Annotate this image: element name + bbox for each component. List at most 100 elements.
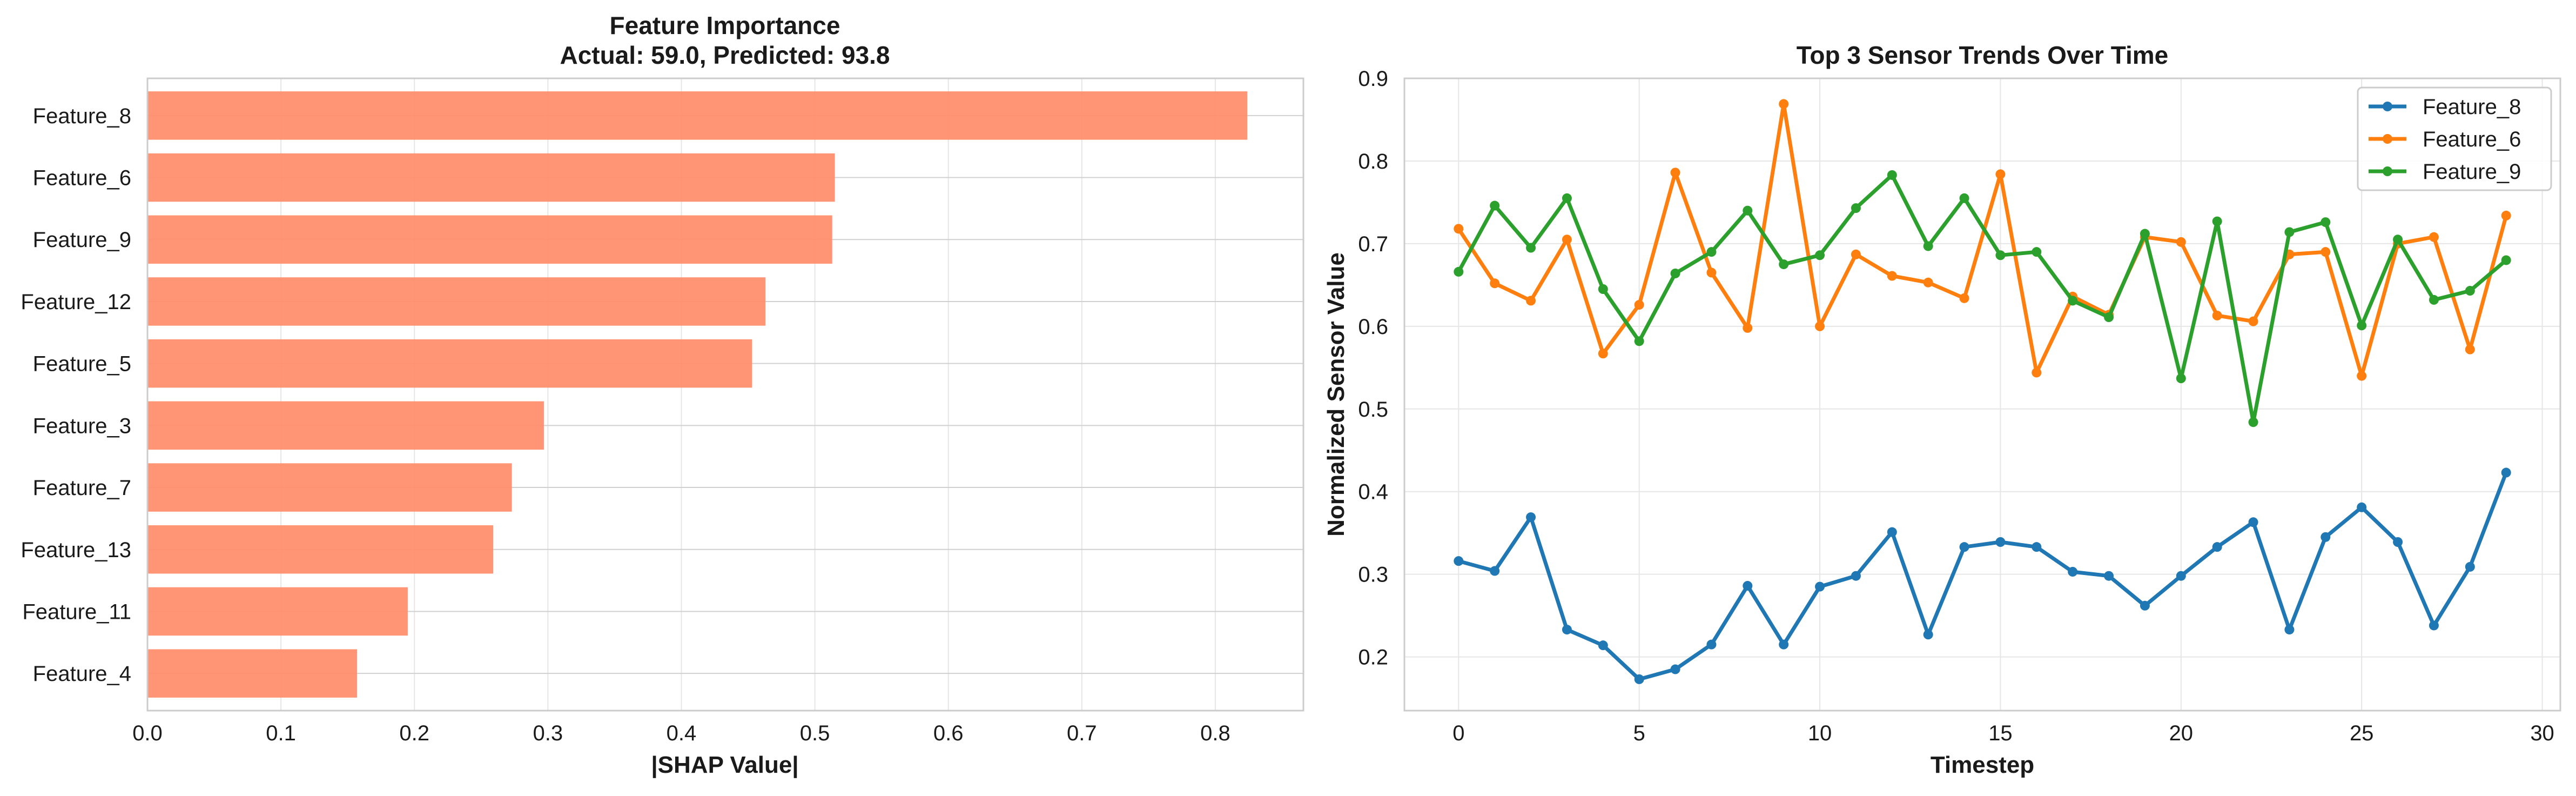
data-point <box>1851 203 1861 213</box>
data-point <box>1815 581 1825 592</box>
x-tick-label: 0 <box>1452 721 1464 745</box>
legend-label: Feature_9 <box>2423 160 2521 184</box>
data-point <box>1887 170 1897 180</box>
left-plot-frame <box>146 77 1304 712</box>
data-point <box>1959 293 1969 303</box>
data-point <box>2393 537 2403 547</box>
bar-group <box>147 91 1248 698</box>
data-point <box>1562 625 1572 635</box>
data-point <box>2248 517 2258 527</box>
data-point <box>1959 193 1969 203</box>
bar-feature-3 <box>147 401 544 450</box>
data-point <box>2212 542 2222 552</box>
category-label: Feature_7 <box>33 476 131 500</box>
data-point <box>1598 284 1608 294</box>
bar-feature-8 <box>147 91 1248 140</box>
x-tick-label: 0.5 <box>800 721 830 745</box>
data-point <box>1706 267 1717 278</box>
legend-label: Feature_8 <box>2423 95 2521 119</box>
data-point <box>2429 295 2439 305</box>
x-tick-label: 0.6 <box>933 721 964 745</box>
data-point <box>1779 639 1789 650</box>
data-point <box>1454 224 1464 234</box>
data-point <box>1670 664 1680 674</box>
data-point <box>2501 255 2511 265</box>
data-point <box>2032 542 2042 552</box>
data-point <box>2357 320 2367 331</box>
data-point <box>1887 271 1897 281</box>
category-label: Feature_12 <box>21 290 131 314</box>
data-point <box>1923 241 1933 251</box>
data-point <box>2068 296 2078 306</box>
y-tick-label: 0.4 <box>1358 480 1388 504</box>
data-point <box>2321 217 2331 228</box>
category-label: Feature_6 <box>33 166 131 190</box>
data-point <box>1490 566 1500 576</box>
series-lines <box>1454 99 2511 684</box>
x-tick-label: 0.0 <box>132 721 163 745</box>
left-category-labels: Feature_8 Feature_6 Feature_9 Feature_12 Fea… <box>21 104 131 686</box>
data-point <box>1995 250 2006 260</box>
data-point <box>2104 312 2114 322</box>
data-point <box>2465 561 2475 572</box>
data-point <box>1743 581 1753 591</box>
y-tick-label: 0.8 <box>1358 150 1388 173</box>
data-point <box>1779 259 1789 270</box>
left-x-tick-labels: 0.0 0.1 0.2 0.3 0.4 0.5 0.6 0.7 0.8 <box>132 721 1230 745</box>
bar-feature-4 <box>147 649 357 698</box>
data-point <box>2501 210 2511 220</box>
x-tick-label: 30 <box>2530 721 2554 745</box>
data-point <box>1454 556 1464 566</box>
x-tick-label: 0.4 <box>667 721 697 745</box>
data-point <box>1815 250 1825 260</box>
data-point <box>2284 227 2295 237</box>
data-point <box>2104 571 2114 581</box>
data-point <box>2357 371 2367 381</box>
data-point <box>1598 640 1608 651</box>
y-axis-label: Normalized Sensor Value <box>1323 252 1349 537</box>
data-point <box>1490 278 1500 289</box>
data-point <box>1670 268 1680 278</box>
data-point <box>1851 249 1861 259</box>
data-point <box>1454 266 1464 277</box>
right-x-tick-labels: 0 5 10 15 20 25 30 <box>1452 721 2554 745</box>
legend-label: Feature_6 <box>2423 128 2521 151</box>
y-tick-label: 0.6 <box>1358 315 1388 339</box>
legend-marker <box>2383 102 2392 111</box>
bar-feature-9 <box>147 215 832 264</box>
chart-subtitle: Actual: 59.0, Predicted: 93.8 <box>560 41 890 69</box>
category-label: Feature_5 <box>33 352 131 376</box>
data-point <box>1923 277 1933 287</box>
data-point <box>1562 235 1572 245</box>
category-label: Feature_11 <box>22 600 131 624</box>
data-point <box>1706 639 1717 650</box>
series-line-feature-6 <box>1457 102 2508 378</box>
category-label: Feature_3 <box>33 414 131 438</box>
bar-feature-5 <box>147 339 752 388</box>
x-axis-label: |SHAP Value| <box>651 752 798 779</box>
x-tick-label: 25 <box>2350 721 2374 745</box>
x-tick-label: 0.3 <box>533 721 563 745</box>
category-label: Feature_8 <box>33 104 131 128</box>
bar-feature-11 <box>147 587 408 636</box>
data-point <box>2176 571 2186 581</box>
data-point <box>2176 237 2186 247</box>
data-point <box>2032 367 2042 378</box>
bar-feature-12 <box>147 277 766 326</box>
data-point <box>2068 567 2078 577</box>
data-point <box>2465 286 2475 296</box>
data-point <box>1634 336 1644 346</box>
data-point <box>1743 323 1753 333</box>
series-feature-9 <box>1454 170 2511 427</box>
feature-importance-panel: Feature Importance Actual: 59.0, Predict… <box>21 11 1304 779</box>
data-point <box>1634 300 1644 310</box>
bar-feature-6 <box>147 153 835 202</box>
data-point <box>2357 502 2367 512</box>
y-tick-label: 0.2 <box>1358 646 1388 670</box>
data-point <box>2032 247 2042 257</box>
data-point <box>1995 169 2006 179</box>
x-tick-label: 0.1 <box>266 721 296 745</box>
x-tick-label: 20 <box>2169 721 2194 745</box>
data-point <box>1562 193 1572 203</box>
